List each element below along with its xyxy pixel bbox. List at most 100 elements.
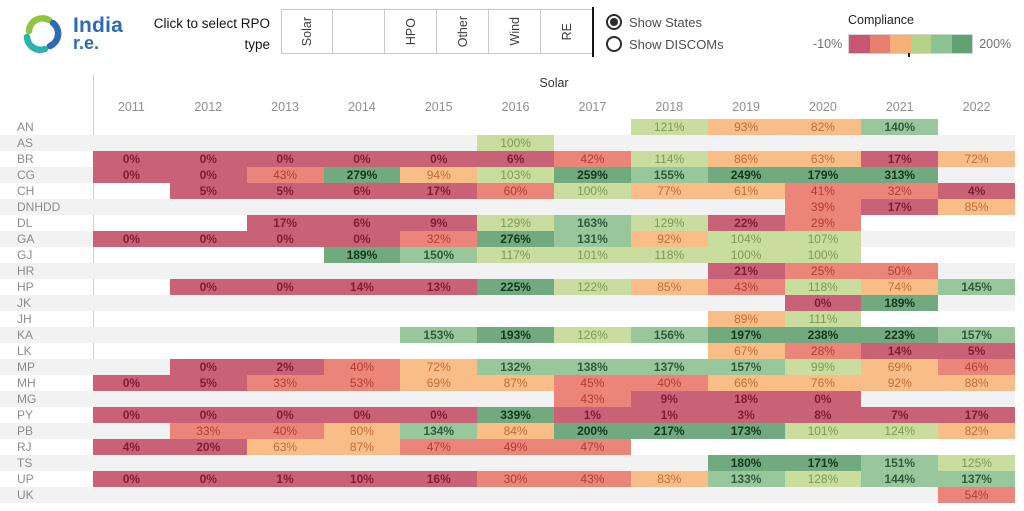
- heatmap-cell[interactable]: 150%: [400, 247, 478, 263]
- heatmap-cell[interactable]: 197%: [707, 327, 785, 343]
- row-label-gj[interactable]: GJ: [17, 248, 33, 262]
- heatmap-cell[interactable]: 84%: [477, 423, 554, 439]
- heatmap-cell[interactable]: 0%: [93, 231, 170, 247]
- heatmap-cell[interactable]: 8%: [784, 407, 862, 423]
- heatmap-cell[interactable]: 1%: [554, 407, 631, 423]
- radio-show-states[interactable]: Show States: [606, 11, 724, 33]
- heatmap-cell[interactable]: 138%: [554, 359, 631, 375]
- heatmap-cell[interactable]: 33%: [246, 375, 324, 391]
- row-label-mp[interactable]: MP: [17, 360, 35, 374]
- heatmap-cell[interactable]: 66%: [707, 375, 785, 391]
- heatmap-cell[interactable]: 100%: [554, 183, 631, 199]
- heatmap-cell[interactable]: 155%: [630, 167, 708, 183]
- heatmap-cell[interactable]: 86%: [707, 151, 785, 167]
- row-label-pb[interactable]: PB: [17, 424, 34, 438]
- heatmap-cell[interactable]: 132%: [477, 359, 554, 375]
- heatmap-cell[interactable]: 83%: [630, 471, 708, 487]
- row-label-dnhdd[interactable]: DNHDD: [17, 200, 61, 214]
- heatmap-cell[interactable]: 40%: [630, 375, 708, 391]
- heatmap-cell[interactable]: 72%: [938, 151, 1015, 167]
- heatmap-cell[interactable]: 50%: [861, 263, 939, 279]
- heatmap-cell[interactable]: 9%: [400, 215, 478, 231]
- row-label-jh[interactable]: JH: [17, 312, 32, 326]
- heatmap-cell[interactable]: 5%: [169, 375, 247, 391]
- heatmap-cell[interactable]: 32%: [861, 183, 939, 199]
- legend-color-bar[interactable]: [848, 34, 974, 57]
- tab-wind[interactable]: Wind: [489, 9, 541, 54]
- heatmap-cell[interactable]: 0%: [323, 407, 401, 423]
- heatmap-cell[interactable]: 121%: [630, 119, 708, 135]
- heatmap-cell[interactable]: 21%: [707, 263, 785, 279]
- heatmap-cell[interactable]: 93%: [707, 119, 785, 135]
- row-label-ts[interactable]: TS: [17, 456, 33, 470]
- heatmap-cell[interactable]: 17%: [938, 407, 1015, 423]
- heatmap-cell[interactable]: 7%: [861, 407, 939, 423]
- row-label-lk[interactable]: LK: [17, 344, 32, 358]
- heatmap-cell[interactable]: 0%: [246, 231, 324, 247]
- heatmap-cell[interactable]: 193%: [477, 327, 554, 343]
- heatmap-cell[interactable]: 39%: [784, 199, 862, 215]
- heatmap-cell[interactable]: 118%: [630, 247, 708, 263]
- heatmap-cell[interactable]: 29%: [784, 215, 862, 231]
- heatmap-cell[interactable]: 32%: [400, 231, 478, 247]
- heatmap-cell[interactable]: 259%: [554, 167, 631, 183]
- heatmap-cell[interactable]: 63%: [246, 439, 324, 455]
- row-label-as[interactable]: AS: [17, 136, 34, 150]
- heatmap-cell[interactable]: 128%: [784, 471, 862, 487]
- heatmap-cell[interactable]: 0%: [246, 151, 324, 167]
- tab-blank[interactable]: [333, 9, 385, 54]
- heatmap-cell[interactable]: 6%: [323, 215, 401, 231]
- heatmap-cell[interactable]: 0%: [169, 359, 247, 375]
- heatmap-cell[interactable]: 3%: [707, 407, 785, 423]
- radio-show-discoms[interactable]: Show DISCOMs: [606, 33, 724, 55]
- heatmap-cell[interactable]: 0%: [784, 295, 862, 311]
- heatmap-cell[interactable]: 5%: [246, 183, 324, 199]
- heatmap-cell[interactable]: 200%: [554, 423, 631, 439]
- heatmap-cell[interactable]: 180%: [707, 455, 785, 471]
- row-label-uk[interactable]: UK: [17, 488, 34, 502]
- heatmap-cell[interactable]: 0%: [169, 151, 247, 167]
- heatmap-cell[interactable]: 82%: [938, 423, 1015, 439]
- heatmap-cell[interactable]: 101%: [784, 423, 862, 439]
- heatmap-cell[interactable]: 17%: [861, 199, 939, 215]
- row-label-mh[interactable]: MH: [17, 376, 36, 390]
- heatmap-cell[interactable]: 45%: [554, 375, 631, 391]
- row-label-ch[interactable]: CH: [17, 184, 35, 198]
- heatmap-cell[interactable]: 18%: [707, 391, 785, 407]
- heatmap-cell[interactable]: 54%: [938, 487, 1015, 503]
- heatmap-cell[interactable]: 17%: [400, 183, 478, 199]
- heatmap-cell[interactable]: 103%: [477, 167, 554, 183]
- heatmap-cell[interactable]: 72%: [400, 359, 478, 375]
- heatmap-cell[interactable]: 144%: [861, 471, 939, 487]
- heatmap-cell[interactable]: 5%: [169, 183, 247, 199]
- tab-other[interactable]: Other: [437, 9, 489, 54]
- heatmap-cell[interactable]: 0%: [93, 407, 170, 423]
- heatmap-cell[interactable]: 0%: [169, 231, 247, 247]
- heatmap-cell[interactable]: 100%: [477, 135, 554, 151]
- heatmap-cell[interactable]: 17%: [861, 151, 939, 167]
- heatmap-cell[interactable]: 0%: [323, 231, 401, 247]
- heatmap-cell[interactable]: 0%: [323, 151, 401, 167]
- tab-solar[interactable]: Solar: [281, 9, 333, 54]
- heatmap-cell[interactable]: 85%: [938, 199, 1015, 215]
- heatmap-cell[interactable]: 0%: [169, 279, 247, 295]
- heatmap-cell[interactable]: 42%: [554, 151, 631, 167]
- heatmap-cell[interactable]: 53%: [323, 375, 401, 391]
- heatmap-cell[interactable]: 67%: [707, 343, 785, 359]
- heatmap-cell[interactable]: 0%: [246, 279, 324, 295]
- heatmap-cell[interactable]: 28%: [784, 343, 862, 359]
- heatmap-cell[interactable]: 131%: [554, 231, 631, 247]
- row-label-mg[interactable]: MG: [17, 392, 37, 406]
- heatmap-cell[interactable]: 4%: [938, 183, 1015, 199]
- heatmap-cell[interactable]: 74%: [861, 279, 939, 295]
- heatmap-cell[interactable]: 10%: [323, 471, 401, 487]
- heatmap-cell[interactable]: 0%: [784, 391, 862, 407]
- heatmap-cell[interactable]: 104%: [707, 231, 785, 247]
- heatmap-cell[interactable]: 6%: [323, 183, 401, 199]
- heatmap-cell[interactable]: 0%: [246, 407, 324, 423]
- heatmap-cell[interactable]: 171%: [784, 455, 862, 471]
- heatmap-cell[interactable]: 100%: [784, 247, 862, 263]
- heatmap-cell[interactable]: 2%: [246, 359, 324, 375]
- heatmap-cell[interactable]: 189%: [323, 247, 401, 263]
- heatmap-cell[interactable]: 134%: [400, 423, 478, 439]
